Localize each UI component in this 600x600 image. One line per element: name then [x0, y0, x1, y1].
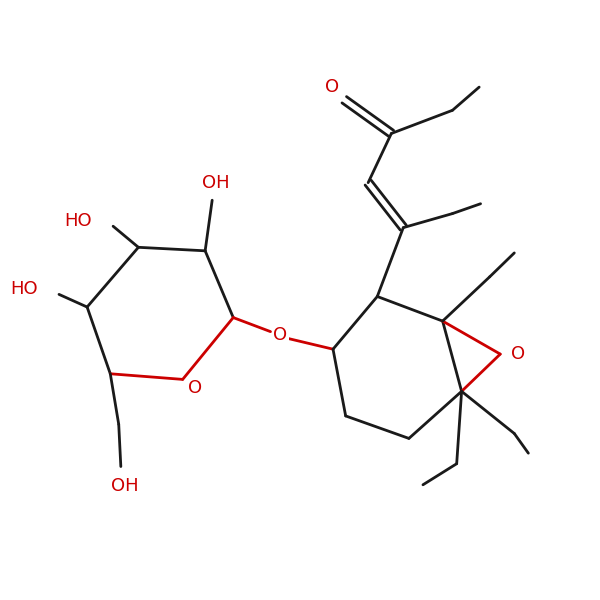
Text: HO: HO: [10, 280, 38, 298]
Text: O: O: [188, 379, 202, 397]
Text: OH: OH: [110, 477, 138, 495]
Text: OH: OH: [202, 173, 229, 191]
Text: O: O: [273, 326, 287, 344]
Text: O: O: [325, 78, 338, 96]
Text: HO: HO: [64, 212, 92, 230]
Text: O: O: [511, 345, 525, 363]
